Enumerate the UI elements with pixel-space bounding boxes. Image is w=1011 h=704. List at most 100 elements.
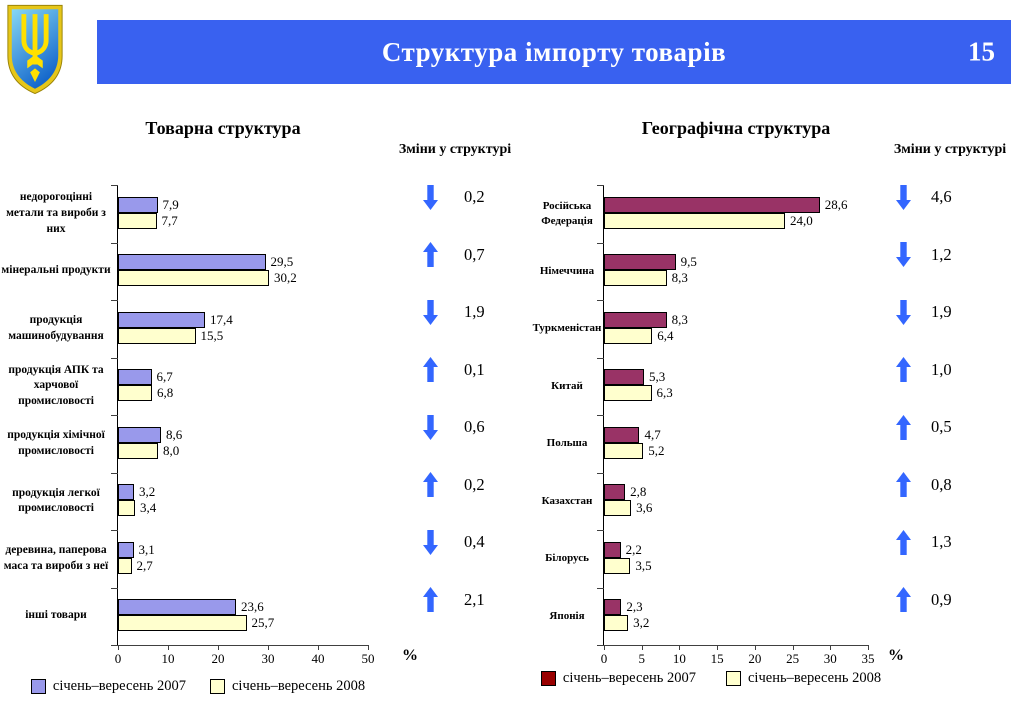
category-label: Російська Федерація: [541, 199, 593, 227]
legend-label: січень–вересень 2008: [748, 670, 882, 686]
changes-rows: 0,2 0,7 1,9 0,1 0,6 0,2 0,4 2,1: [398, 169, 512, 629]
x-axis-tick: [604, 645, 605, 650]
bar-value-label: 2,7: [136, 557, 153, 573]
x-axis: [118, 645, 368, 646]
x-axis-tick: [641, 645, 643, 650]
x-axis-tick-label: 10: [161, 651, 175, 666]
commodity-structure-chart: Товарна структура недорогоцінні метали т…: [0, 112, 396, 704]
x-axis-tick-label: 10: [672, 651, 686, 666]
change-row: 0,2: [398, 456, 512, 514]
change-row: 1,0: [888, 341, 1011, 399]
bar-value-label: 30,2: [274, 270, 297, 285]
y-axis-tick: [597, 242, 604, 244]
bar-series-1: [118, 484, 134, 500]
bar-series-1: [604, 196, 820, 213]
bar-value-label: 3,1: [138, 541, 155, 557]
x-axis-tick-label: 35: [861, 651, 875, 666]
x-axis-tick-label: 20: [748, 651, 762, 666]
bar-series-2: [604, 615, 629, 631]
bar-value-label: 3,2: [633, 615, 650, 630]
bar-series-2: [604, 212, 786, 229]
change-value: 1,0: [931, 359, 952, 379]
up-arrow-icon: [896, 472, 911, 498]
change-row: 0,9: [888, 571, 1011, 629]
bar-value-label: 8,3: [671, 311, 688, 327]
y-axis-tick: [597, 645, 604, 646]
changes-header: Зміни у структурі: [398, 142, 512, 157]
up-arrow-icon: [896, 529, 911, 555]
bar-value-label: 8,0: [163, 442, 180, 458]
bar-series-1: [604, 426, 640, 443]
bar-series-1: [604, 369, 644, 385]
bar-series-1: [604, 599, 622, 615]
change-value: 1,2: [931, 244, 952, 264]
x-axis-tick: [868, 645, 869, 650]
category-label: продукція легкої промисловості: [12, 486, 100, 515]
bar-series-1: [604, 254, 676, 270]
change-value: 0,4: [464, 532, 485, 552]
bar-value-label: 3,6: [636, 500, 653, 515]
change-value: 0,9: [931, 589, 952, 609]
x-axis-tick-label: 50: [361, 651, 375, 666]
changes-header: Зміни у структурі: [893, 142, 1007, 157]
bar-value-label: 4,7: [644, 426, 661, 442]
x-axis-tick-label: 0: [600, 651, 608, 666]
bar-series-2: [604, 500, 632, 516]
change-value: 0,2: [464, 474, 485, 494]
x-axis-tick-label: 25: [786, 651, 800, 666]
up-arrow-icon: [423, 587, 438, 613]
down-arrow-icon: [423, 414, 438, 440]
bars-area: 28,6 24,0 9,5 8,3 8,3 6,4 5,3 6,3 4,7 5,2 2,8 3,6 2,…: [597, 185, 875, 666]
down-arrow-icon: [896, 184, 911, 210]
bar-value-label: 2,8: [630, 484, 647, 499]
up-arrow-icon: [896, 414, 911, 440]
bar-series-2: [118, 442, 158, 459]
bar-value-label: 8,3: [671, 270, 688, 285]
bar-value-label: 15,5: [200, 327, 224, 343]
geographic-chart-title: Географічна структура: [641, 118, 831, 138]
bar-series-2: [604, 442, 644, 459]
down-arrow-icon: [896, 242, 911, 268]
bar-series-1: [118, 541, 134, 558]
bar-value-label: 3,2: [139, 484, 156, 499]
x-axis-tick-label: 0: [114, 651, 122, 666]
bar-series-1: [604, 541, 621, 558]
change-value: 0,2: [464, 187, 485, 207]
x-axis-tick: [717, 645, 719, 650]
x-axis-tick-label: 40: [311, 651, 325, 666]
x-axis-tick-label: 20: [211, 651, 225, 666]
x-axis-unit-label: %: [402, 647, 418, 664]
category-label: Білорусь: [545, 552, 589, 565]
change-value: 0,7: [464, 244, 485, 264]
bar-series-2: [604, 385, 652, 401]
bar-value-label: 6,7: [156, 369, 173, 384]
commodity-plot-area: недорогоцінні метали та вироби з них міне…: [0, 185, 396, 666]
legend-label: січень–вересень 2008: [232, 678, 366, 694]
y-axis-tick: [597, 472, 604, 474]
bar-value-label: 3,5: [635, 557, 652, 573]
bar-value-label: 17,4: [210, 311, 233, 327]
y-axis-tick: [111, 242, 118, 244]
change-value: 0,1: [464, 359, 485, 379]
bar-series-1: [118, 196, 158, 213]
up-arrow-icon: [896, 587, 911, 613]
changes-column-geographic: Зміни у структурі 4,6 1,2 1,9 1,0 0,5 0,8 1,3 0…: [888, 141, 1011, 629]
changes-rows: 4,6 1,2 1,9 1,0 0,5 0,8 1,3 0,9: [888, 169, 1011, 629]
y-axis-tick: [597, 530, 604, 531]
change-row: 0,2: [398, 169, 512, 227]
change-row: 0,6: [398, 399, 512, 457]
y-axis-tick: [597, 587, 604, 589]
category-labels: Російська Федерація Німеччина Туркменістан…: [533, 185, 602, 645]
legend-item: січень–вересень 2007: [540, 670, 696, 687]
x-axis-tick-label: 5: [638, 651, 645, 666]
legend-swatch: [540, 671, 556, 686]
category-label: недорогоцінні метали та вироби з них: [6, 191, 106, 235]
page-number: 15: [968, 36, 995, 67]
bar-series-2: [604, 327, 653, 344]
change-row: 4,6: [888, 169, 1011, 227]
legend-item: січень–вересень 2008: [210, 678, 365, 695]
change-row: 1,3: [888, 514, 1011, 572]
bar-value-label: 29,5: [270, 254, 294, 269]
category-label: продукція хімічної промисловості: [7, 429, 105, 457]
change-value: 4,6: [931, 187, 952, 207]
